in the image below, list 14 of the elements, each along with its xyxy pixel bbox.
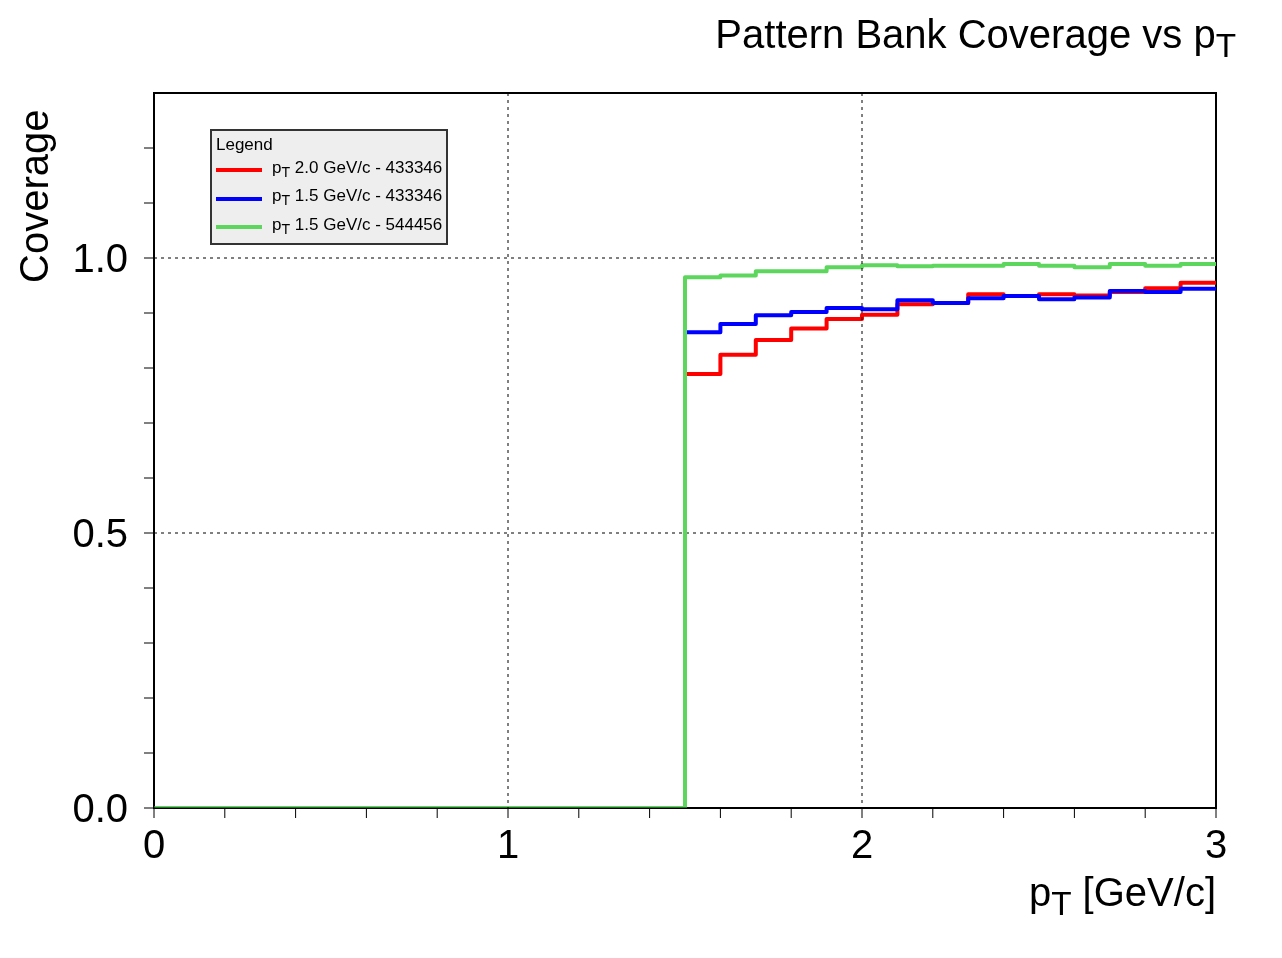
legend-title: Legend [216, 135, 273, 154]
legend-label: p$_{T}$ 1.5 GeV/c - 433346 [272, 185, 443, 211]
y-tick-label: 1.0 [72, 236, 128, 281]
y-axis-title: Coverage [12, 109, 56, 283]
y-tick-label: 0.0 [72, 786, 128, 831]
x-tick-label: 0 [142, 822, 166, 866]
x-tick-label: 1 [496, 822, 520, 866]
x-axis-title: p$_{T}$ [GeV/c] [1028, 870, 1216, 922]
x-tick-label: 3 [1204, 822, 1228, 866]
legend-label: p$_{T}$ 1.5 GeV/c - 544456 [272, 213, 443, 240]
x-tick-label: 2 [850, 822, 874, 866]
y-tick-label: 0.5 [72, 511, 128, 556]
chart-title: Pattern Bank Coverage vs p$_{T}$ [715, 12, 1236, 64]
legend-label: p$_{T}$ 2.0 GeV/c - 433346 [272, 157, 443, 183]
